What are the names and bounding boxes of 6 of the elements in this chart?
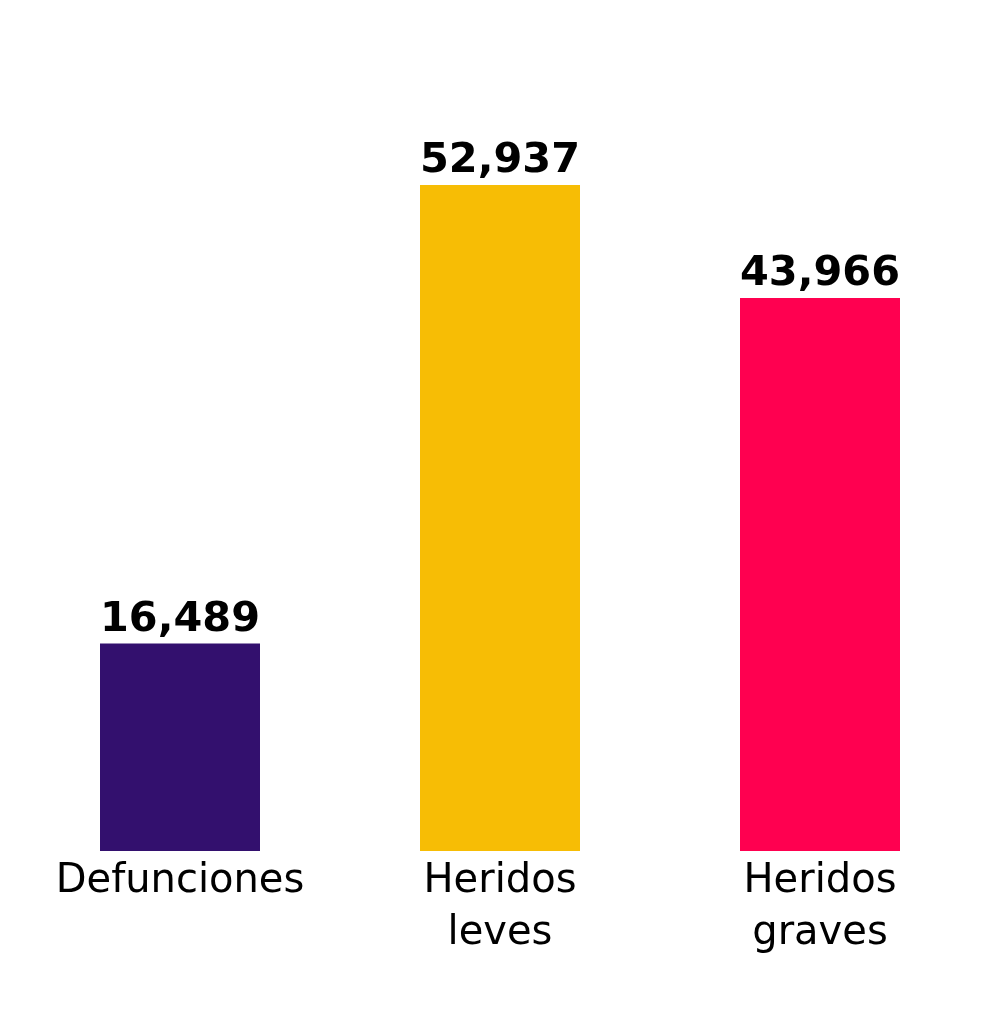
x-tick-label: Defunciones [55, 855, 305, 901]
data-label: 52,937 [420, 134, 580, 183]
x-tick-label: Heridos leves [423, 855, 577, 953]
data-label: 16,489 [100, 593, 260, 641]
x-tick-label: Heridos graves [743, 855, 897, 953]
data-label: 43,966 [740, 247, 900, 296]
